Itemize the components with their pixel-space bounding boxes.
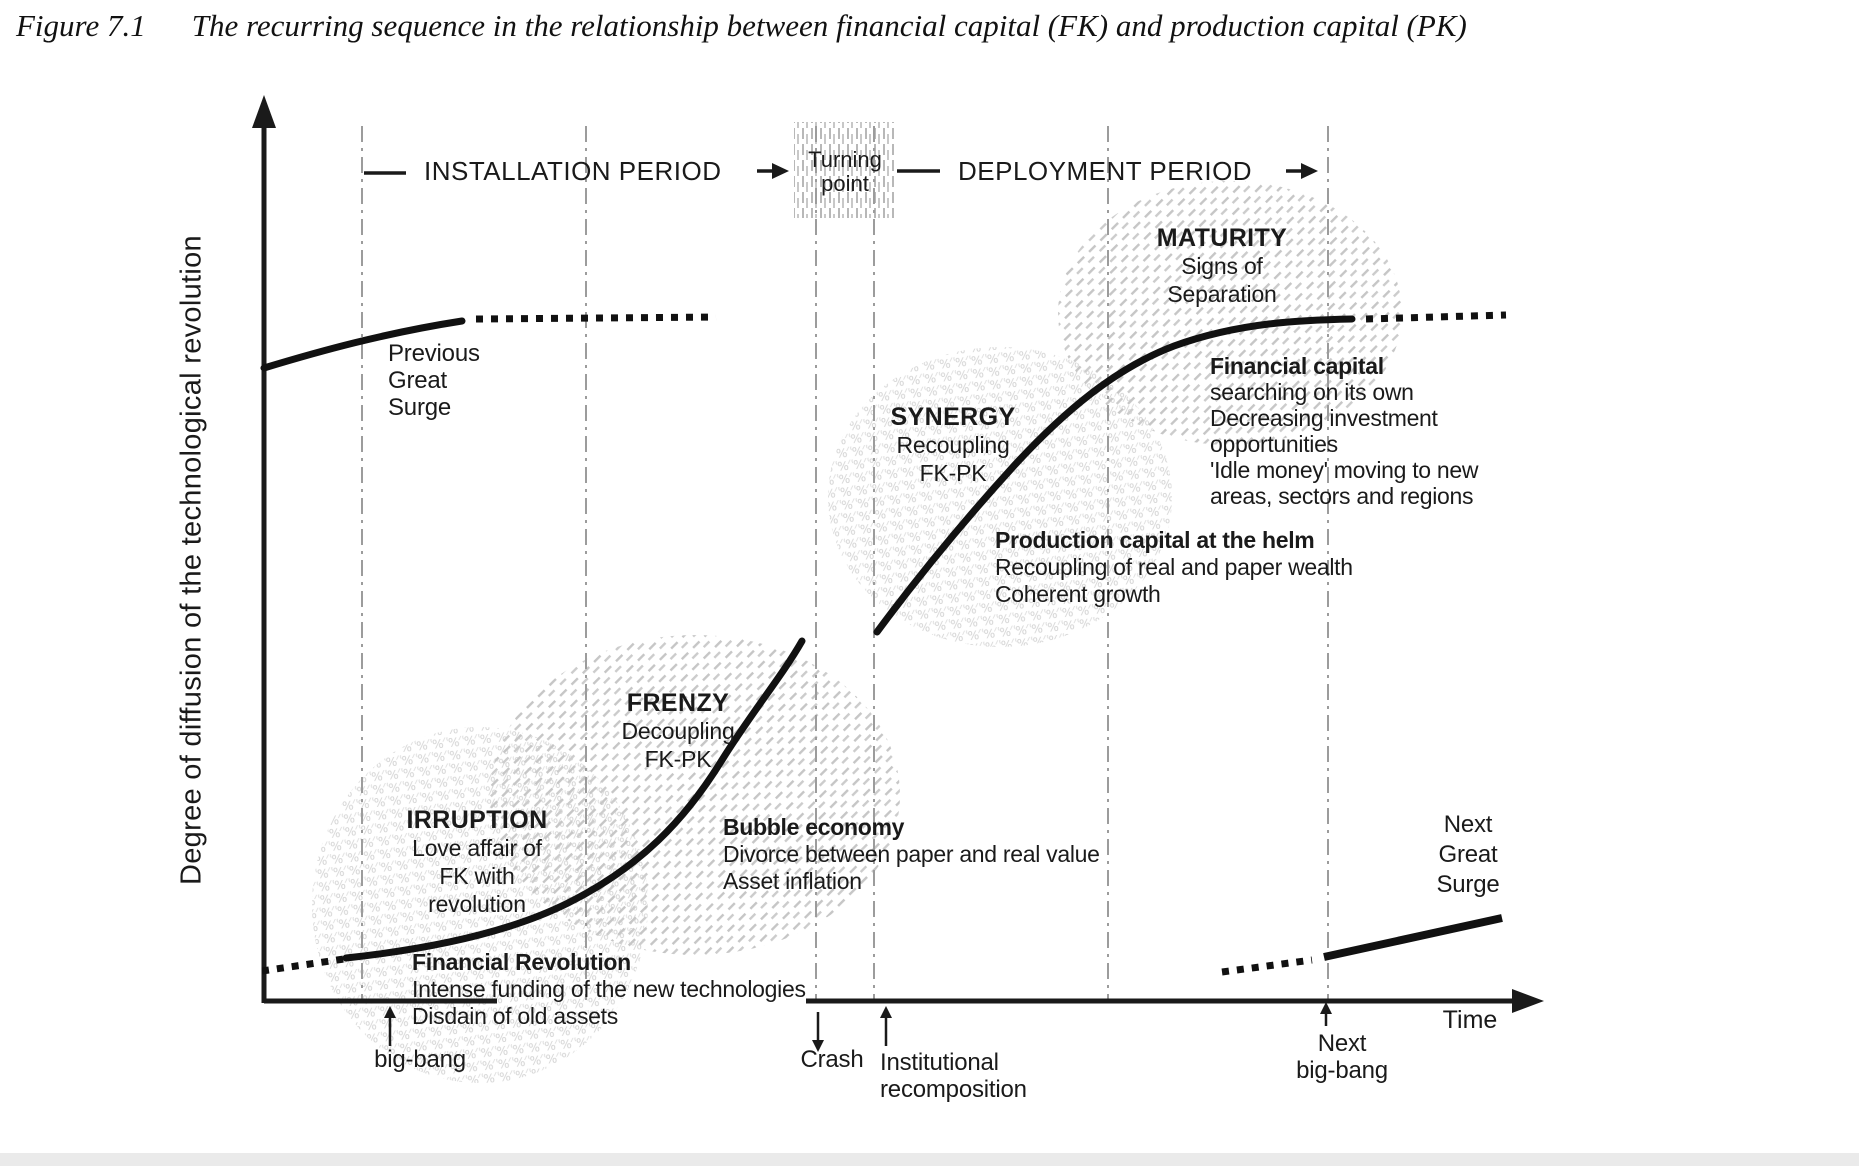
financial-revolution-head: Financial Revolution: [412, 949, 631, 975]
production-capital-line1: Recoupling of real and paper wealth: [995, 554, 1353, 580]
phase-guide-lines: [361, 126, 1329, 1000]
next-surge-line1: Next: [1443, 811, 1493, 838]
x-axis-arrowhead: [1512, 989, 1544, 1013]
deployment-curve: [873, 315, 1356, 636]
x-axis-label: Time: [1442, 1006, 1498, 1034]
event-arrows: [388, 1012, 1328, 1046]
maturity-curve-dotted: [1365, 311, 1507, 323]
figure-title: The recurring sequence in the relationsh…: [191, 8, 1467, 43]
financial-revolution-line1: Intense funding of the new technologies: [412, 976, 806, 1002]
synergy-line2: FK-PK: [919, 460, 987, 486]
y-axis-arrowhead: [252, 95, 276, 128]
financial-capital-head: Financial capital: [1210, 353, 1384, 379]
deployment-period-label: DEPLOYMENT PERIOD: [958, 156, 1253, 186]
phase-frenzy: FRENZY Decoupling FK-PK: [621, 689, 734, 773]
frenzy-line2: FK-PK: [644, 746, 712, 772]
financial-capital-line2: Decreasing investment: [1210, 405, 1438, 431]
next-surge-curve: [1323, 914, 1503, 961]
previous-surge-dotted: [475, 313, 717, 323]
period-strip-marks: [364, 169, 1302, 175]
institutional-line2: recomposition: [880, 1076, 1027, 1103]
financial-revolution-note: Financial Revolution Intense funding of …: [412, 949, 806, 1030]
next-surge-line3: Surge: [1436, 871, 1500, 898]
financial-capital-line5: areas, sectors and regions: [1210, 483, 1474, 509]
maturity-line1: Signs of: [1181, 253, 1263, 279]
irruption-line2: FK with: [439, 863, 515, 889]
maturity-circle-texture: [1058, 181, 1402, 445]
next-big-bang-line2: big-bang: [1296, 1057, 1388, 1084]
axes: [261, 120, 1514, 1004]
synergy-circle-texture: [828, 347, 1172, 647]
bubble-economy-line2: Asset inflation: [723, 868, 862, 894]
institutional-up-arrow-icon: [880, 1006, 892, 1018]
next-surge-line2: Great: [1438, 841, 1498, 868]
big-bang-label: big-bang: [374, 1046, 466, 1073]
surge-curves: [260, 311, 1507, 976]
bubble-economy-line1: Divorce between paper and real value: [723, 841, 1100, 867]
previous-surge-line2: Great: [388, 367, 448, 394]
frenzy-title: FRENZY: [626, 689, 730, 717]
turning-point-line1: Turning: [808, 147, 882, 172]
irruption-line3: revolution: [428, 891, 526, 917]
institutional-line1: Institutional: [880, 1049, 999, 1076]
phase-maturity: MATURITY Signs of Separation: [1157, 224, 1288, 308]
financial-revolution-line2: Disdain of old assets: [412, 1003, 618, 1029]
production-capital-head: Production capital at the helm: [995, 527, 1315, 553]
crash-label: Crash: [800, 1046, 864, 1073]
maturity-line2: Separation: [1167, 281, 1277, 307]
bubble-economy-note: Bubble economy Divorce between paper and…: [723, 814, 1100, 895]
next-surge-label: Next Great Surge: [1436, 810, 1499, 900]
financial-capital-note: Financial capital searching on its own D…: [1210, 353, 1478, 509]
previous-surge-curve: [260, 317, 466, 372]
synergy-line1: Recoupling: [896, 432, 1010, 458]
institutional-recomposition-label: Institutional recomposition: [880, 1049, 1027, 1103]
irruption-title: IRRUPTION: [406, 806, 548, 834]
deployment-right-arrow-icon: [1301, 163, 1318, 179]
big-bang-up-arrow-icon: [384, 1006, 396, 1018]
figure-caption: Figure 7.1 The recurring sequence in the…: [16, 8, 1467, 44]
phase-irruption: IRRUPTION Love affair of FK with revolut…: [406, 806, 547, 918]
frenzy-line1: Decoupling: [621, 718, 735, 744]
previous-surge-line3: Surge: [388, 394, 452, 421]
synergy-title: SYNERGY: [890, 403, 1016, 431]
turning-point-hatch-band: [794, 122, 894, 218]
phase-synergy: SYNERGY Recoupling FK-PK: [890, 403, 1015, 487]
financial-capital-line1: searching on its own: [1210, 379, 1414, 405]
next-big-bang-line1: Next: [1317, 1030, 1367, 1057]
y-axis-label: Degree of diffusion of the technological…: [175, 235, 208, 885]
next-surge-dotted: [1221, 956, 1313, 976]
next-big-bang-label: Next big-bang: [1296, 1030, 1388, 1084]
previous-surge-label: Previous Great Surge: [388, 340, 480, 421]
turning-point-line2: point: [821, 171, 869, 196]
crash-down-arrow-icon: [812, 1040, 824, 1052]
figure-number: Figure 7.1: [16, 8, 146, 43]
financial-capital-line4: 'Idle money' moving to new: [1210, 457, 1479, 483]
installation-right-arrow-icon: [772, 163, 789, 179]
turning-point-label: Turning point: [808, 148, 882, 196]
financial-capital-line3: opportunities: [1210, 431, 1338, 457]
production-capital-line2: Coherent growth: [995, 581, 1161, 607]
previous-surge-line1: Previous: [388, 340, 480, 367]
irruption-line1: Love affair of: [412, 835, 542, 861]
production-capital-note: Production capital at the helm Recouplin…: [995, 527, 1353, 608]
page-bottom-edge: [0, 1153, 1859, 1166]
bubble-economy-head: Bubble economy: [723, 814, 905, 840]
maturity-title: MATURITY: [1156, 224, 1288, 252]
installation-curve: [342, 637, 806, 962]
next-big-bang-up-arrow-icon: [1320, 1002, 1332, 1014]
installation-period-label: INSTALLATION PERIOD: [424, 156, 722, 186]
